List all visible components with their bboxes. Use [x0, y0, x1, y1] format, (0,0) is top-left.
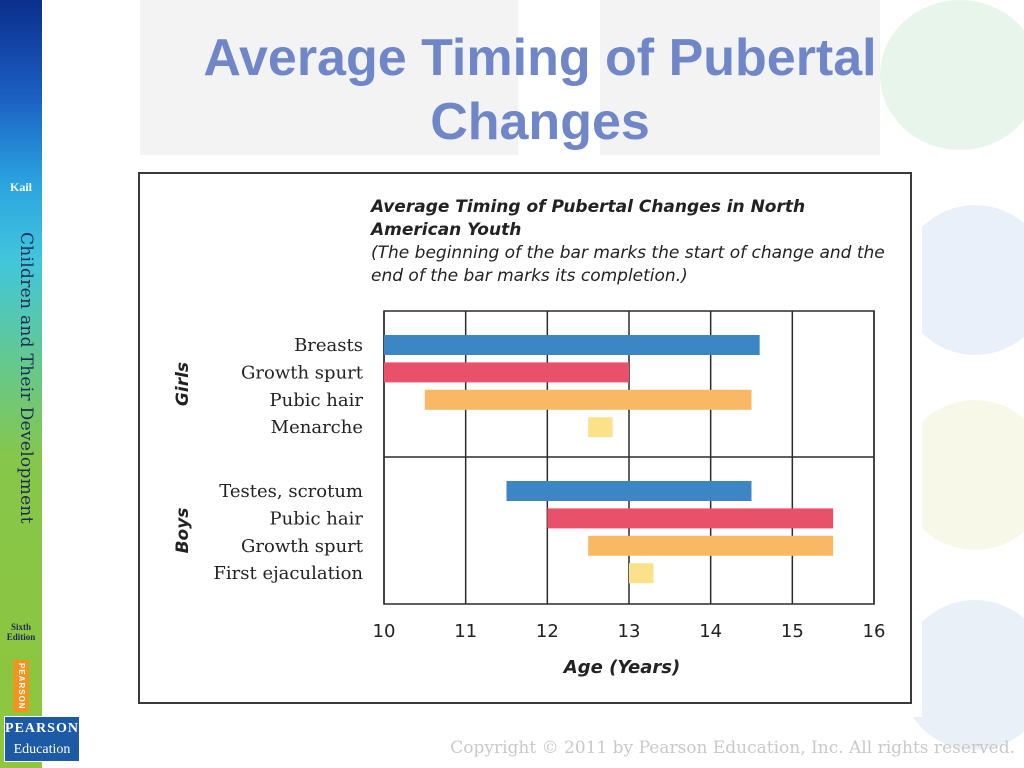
x-tick-label: 16 — [863, 621, 886, 642]
row-label: Pubic hair — [270, 508, 364, 529]
book-spine — [0, 0, 42, 768]
range-bar — [384, 335, 760, 355]
group-label: Girls — [173, 362, 193, 406]
range-bar — [588, 417, 613, 438]
range-bar — [547, 508, 834, 529]
slide-title: Average Timing of Pubertal Changes — [203, 29, 877, 151]
row-label: Menarche — [271, 417, 363, 438]
row-label: Growth spurt — [241, 536, 364, 557]
row-label: Pubic hair — [270, 390, 364, 411]
chart-title: Average Timing of Pubertal Changes in No… — [371, 197, 806, 240]
range-bar — [588, 535, 834, 556]
range-bar — [424, 389, 752, 410]
row-label: First ejaculation — [213, 563, 363, 584]
x-axis-label: Age (Years) — [562, 657, 680, 678]
range-bar — [506, 481, 752, 501]
copyright-notice: Copyright © 2011 by Pearson Education, I… — [450, 738, 1015, 758]
logo-line-1: PEARSON — [5, 721, 79, 736]
background-panel — [600, 0, 880, 158]
spine-publisher-tab: PEARSON — [13, 660, 29, 712]
logo-line-2: Education — [13, 742, 71, 757]
chart-frame — [138, 172, 912, 704]
chart-subtitle: (The beginning of the bar marks the star… — [371, 243, 885, 286]
spine-author: Kail — [9, 180, 32, 194]
chart-heading: Average Timing of Pubertal Changes in No… — [371, 196, 891, 288]
background-panel — [140, 0, 518, 158]
range-bar — [629, 563, 654, 584]
range-bar — [384, 362, 629, 383]
x-tick-label: 12 — [536, 621, 559, 642]
row-label: Growth spurt — [241, 362, 364, 383]
row-label: Breasts — [294, 335, 363, 356]
x-tick-label: 13 — [618, 621, 641, 642]
group-label: Boys — [173, 508, 193, 554]
spine-book-title: Children and Their Development — [16, 232, 36, 524]
row-label: Testes, scrotum — [219, 481, 363, 502]
decorative-circle — [880, 0, 1024, 150]
x-tick-label: 10 — [373, 621, 396, 642]
x-tick-label: 15 — [781, 621, 804, 642]
spine-edition: Sixth Edition — [6, 622, 36, 642]
x-tick-label: 14 — [699, 621, 722, 642]
pearson-education-logo: PEARSON Education — [4, 716, 80, 762]
x-tick-label: 11 — [454, 621, 477, 642]
